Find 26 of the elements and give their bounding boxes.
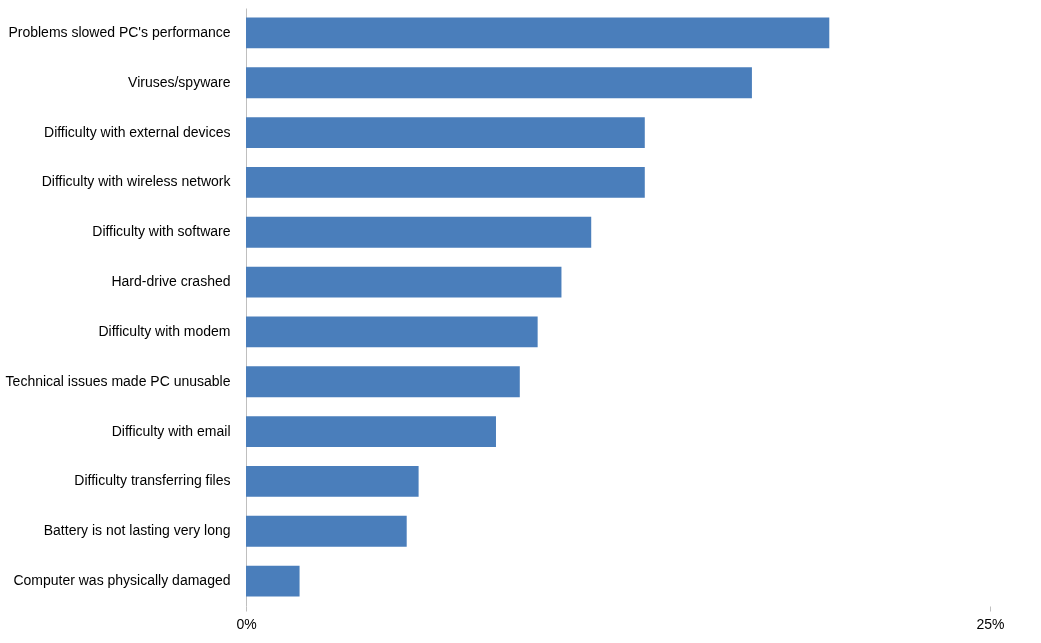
y-tick-label: Difficulty with modem — [98, 322, 231, 339]
y-tick-label: Difficulty with email — [111, 422, 231, 439]
y-tick-label: Difficulty transferring files — [74, 472, 231, 489]
y-tick-label: Viruses/spyware — [128, 73, 231, 90]
bar — [246, 67, 752, 99]
bar — [246, 17, 830, 49]
bar — [246, 565, 300, 597]
y-tick-label: Battery is not lasting very long — [43, 522, 231, 539]
y-tick-label: Computer was physically damaged — [13, 572, 231, 589]
y-tick-label: Hard-drive crashed — [111, 273, 231, 290]
bar — [246, 316, 538, 348]
bar — [246, 465, 419, 497]
x-tick-label: 25% — [976, 615, 1005, 632]
y-tick-label: Technical issues made PC unusable — [5, 372, 231, 389]
y-tick-label: Problems slowed PC's performance — [8, 23, 231, 40]
bar — [246, 416, 496, 448]
y-tick-label: Difficulty with wireless network — [41, 173, 232, 190]
x-tick-label: 0% — [236, 615, 257, 632]
bar — [246, 166, 645, 198]
bar — [246, 266, 562, 298]
bar — [246, 216, 592, 248]
y-tick-label: Difficulty with external devices — [44, 123, 231, 140]
bar — [246, 366, 520, 398]
bar — [246, 515, 407, 547]
bar — [246, 117, 645, 149]
y-tick-label: Difficulty with software — [92, 223, 231, 240]
